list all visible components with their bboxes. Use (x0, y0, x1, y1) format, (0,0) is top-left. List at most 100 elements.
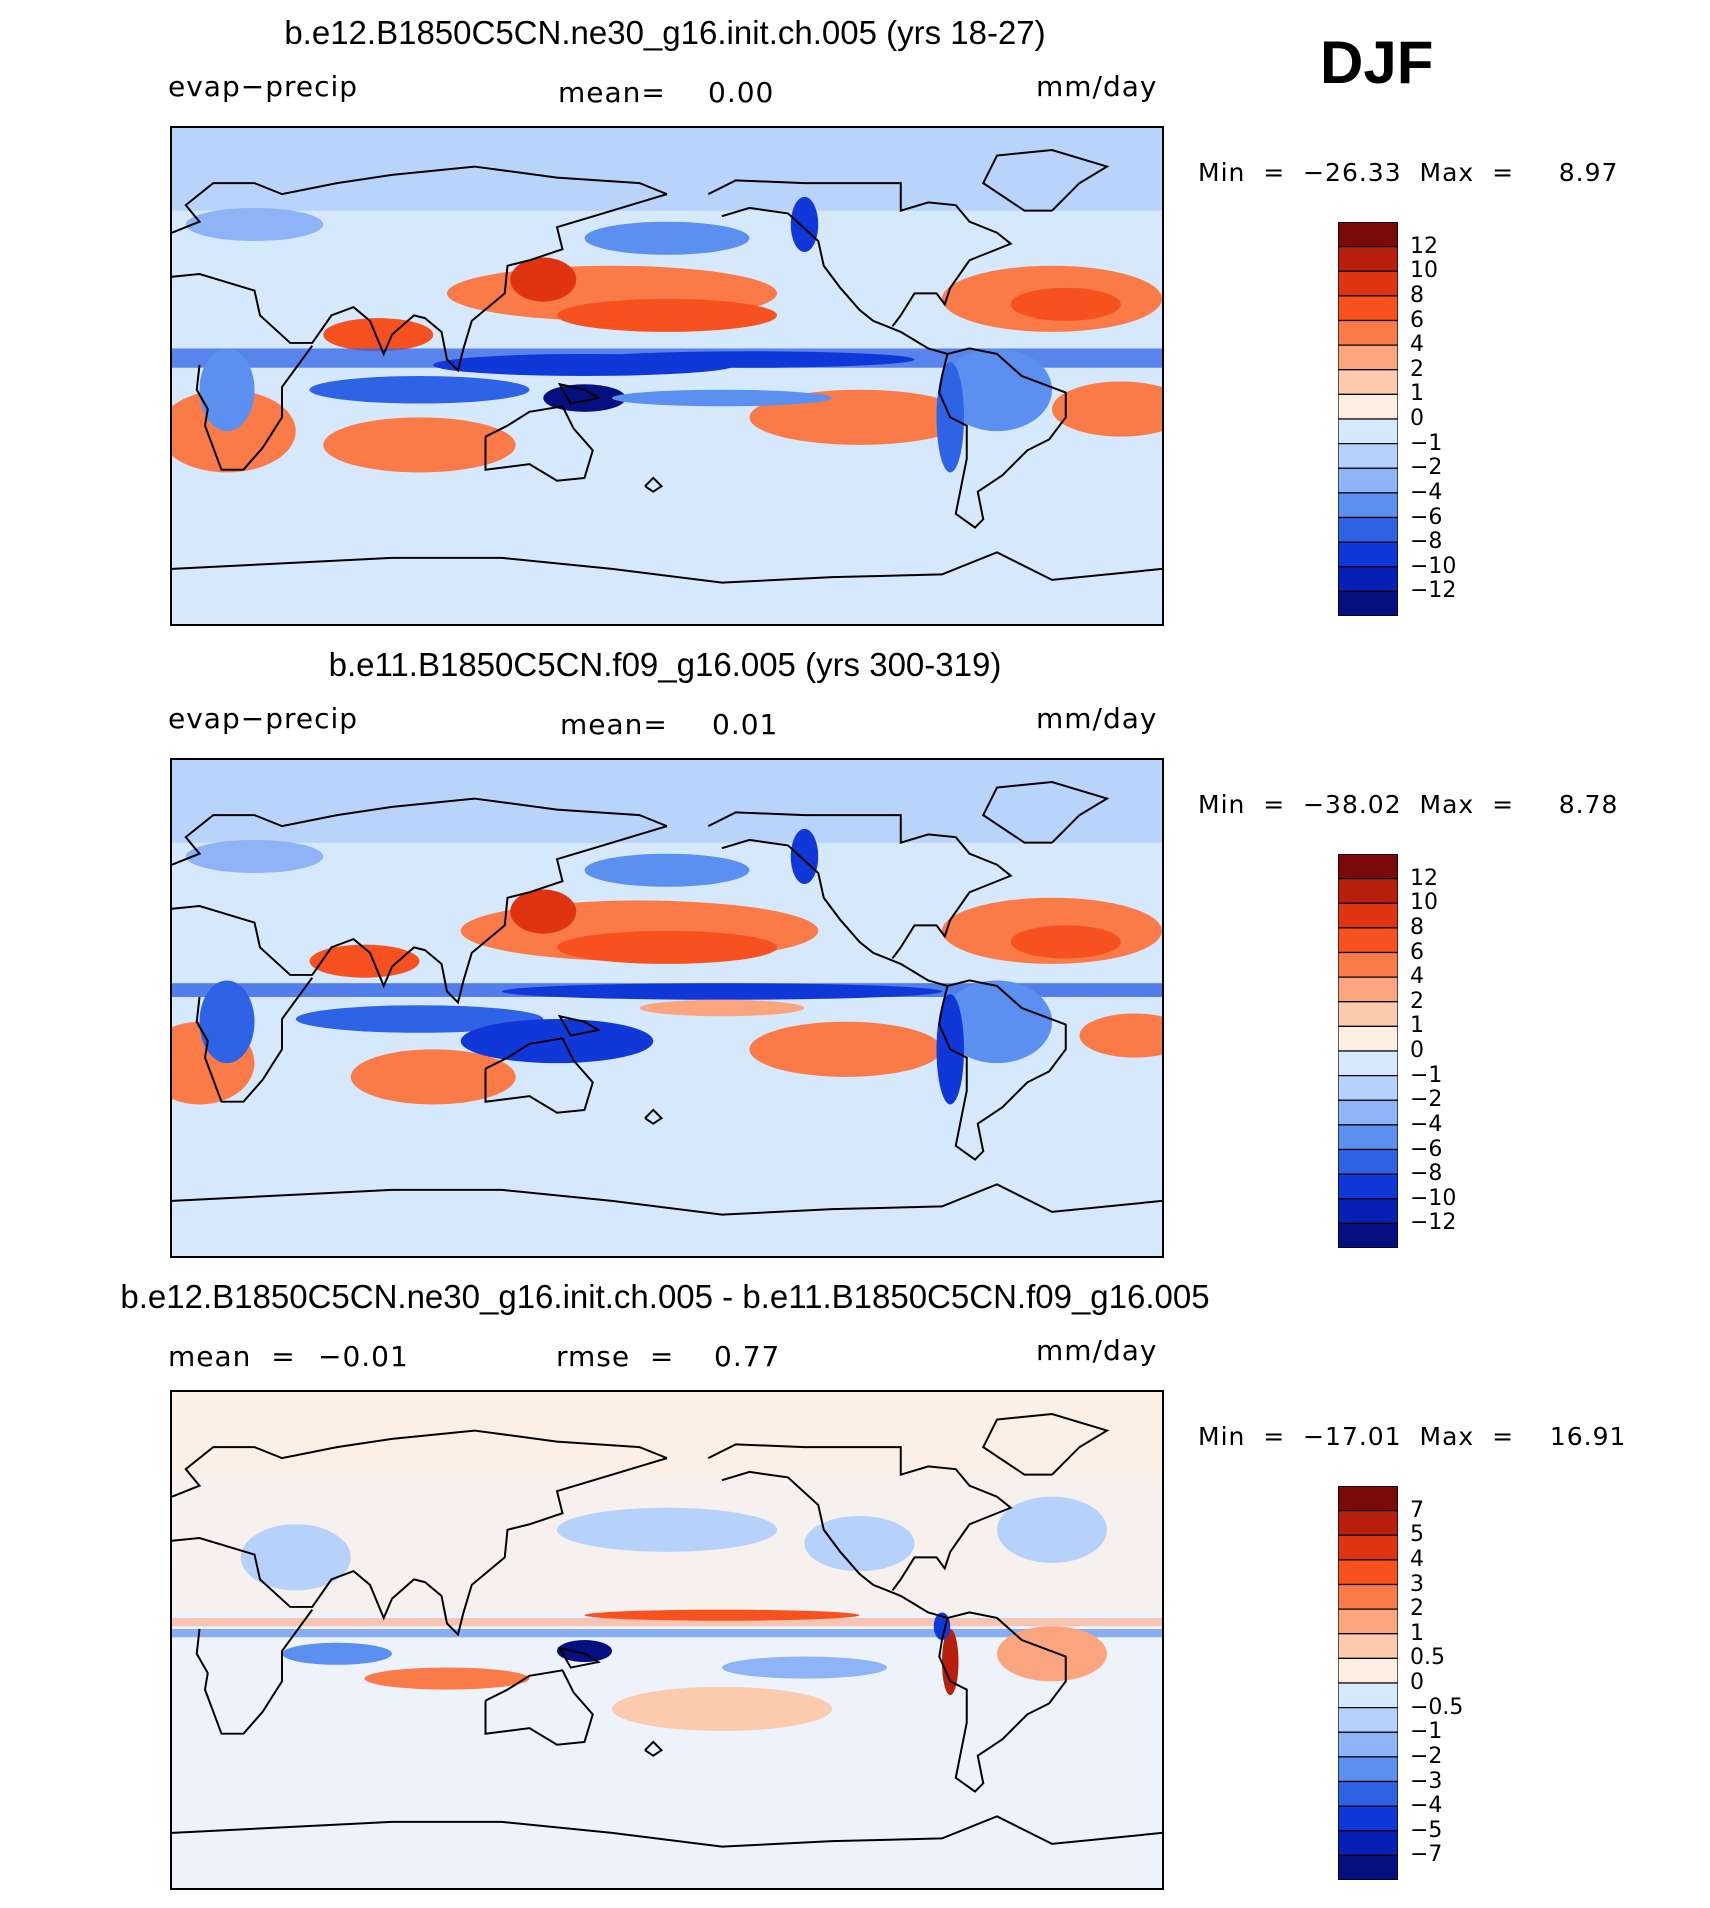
colorbar-swatch (1338, 1633, 1398, 1659)
colorbar-swatch (1338, 1608, 1398, 1635)
colorbar-swatch (1338, 222, 1398, 248)
colorbar-tick-label: −10 (1410, 1185, 1457, 1211)
field-patch (749, 389, 970, 445)
coastline (644, 476, 664, 493)
coastline (557, 1014, 601, 1037)
panel3-mean-value: −0.01 (318, 1340, 409, 1373)
coastline (484, 1669, 594, 1746)
colorbar-swatch (1338, 467, 1398, 494)
field-patch (309, 376, 530, 404)
colorbar-swatch (1338, 1050, 1398, 1077)
colorbar-swatch (1338, 1780, 1398, 1807)
colorbar-tick-label: −5 (1410, 1817, 1443, 1843)
colorbar-swatch (1338, 1805, 1398, 1832)
colorbar-swatch (1338, 418, 1398, 445)
colorbar-swatch (1338, 1657, 1398, 1684)
colorbar-tick-label: −4 (1410, 1111, 1443, 1137)
coastline (981, 781, 1110, 844)
panel1-units: mm/day (1036, 70, 1158, 103)
colorbar-tick-label: 4 (1410, 1546, 1424, 1572)
colorbar-tick-label: 10 (1410, 890, 1438, 916)
colorbar-tick-label: 4 (1410, 964, 1424, 990)
coastline (172, 551, 1162, 584)
colorbar-swatch (1338, 1559, 1398, 1586)
coastline (172, 193, 668, 373)
coastline (721, 838, 948, 987)
colorbar-swatch (1338, 443, 1398, 469)
field-patch (790, 828, 819, 884)
panel3-rmse-value: 0.77 (714, 1340, 781, 1373)
field-patch (933, 1612, 951, 1640)
field-patch (584, 853, 750, 887)
field-patch (309, 944, 420, 978)
colorbar-tick-label: −6 (1410, 504, 1443, 530)
colorbar-swatch (1338, 295, 1398, 322)
field-band (172, 1617, 1162, 1627)
coastline (981, 149, 1110, 212)
coastline (195, 977, 314, 1103)
field-patch (295, 1005, 544, 1033)
colorbar-tick-label: 0 (1410, 1038, 1424, 1063)
colorbar-tick-label: 12 (1410, 865, 1438, 891)
field-patch (942, 980, 1052, 1064)
colorbar-tick-label: −4 (1410, 1793, 1443, 1819)
field-patch (997, 1496, 1107, 1563)
colorbar-swatch (1338, 1707, 1398, 1733)
field-patch (584, 221, 750, 255)
field-patch (199, 980, 255, 1064)
panel2-minmax: Min = −38.02 Max = 8.78 (1198, 790, 1619, 819)
field-patch (1052, 381, 1162, 437)
panel3-title: b.e12.B1850C5CN.ne30_g16.init.ch.005 - b… (120, 1278, 1210, 1315)
field-patch (323, 417, 516, 473)
field-patch (460, 1019, 654, 1064)
colorbar-swatch (1338, 246, 1398, 272)
colorbar-swatch (1338, 492, 1398, 519)
colorbar-tick-label: −0.5 (1410, 1694, 1464, 1720)
field-patch (557, 930, 777, 964)
colorbar-swatch (1338, 1198, 1398, 1224)
season-label: DJF (1320, 29, 1434, 96)
coastline (172, 165, 668, 234)
coastline (721, 206, 948, 355)
coastline (938, 979, 1067, 1161)
field-patch (323, 318, 434, 352)
colorbar-tick-label: 0 (1410, 406, 1424, 431)
colorbar-tick-label: −2 (1410, 1743, 1443, 1769)
coastline (938, 1611, 1067, 1793)
panel2-variable: evap−precip (168, 702, 359, 735)
field-patch (584, 351, 915, 368)
panel3-minmax: Min = −17.01 Max = 16.91 (1198, 1422, 1627, 1451)
colorbar-tick-label: 8 (1410, 282, 1424, 308)
field-patch (749, 1021, 943, 1077)
colorbar-tick-label: −8 (1410, 1161, 1443, 1187)
panel1-minmax: Min = −26.33 Max = 8.97 (1198, 158, 1619, 187)
colorbar-swatch (1338, 1001, 1398, 1027)
colorbar-swatch (1338, 976, 1398, 1003)
colorbar-tick-label: 7 (1410, 1497, 1424, 1523)
field-patch (612, 1686, 832, 1731)
coastline (644, 1108, 664, 1125)
colorbar-tick-label: −3 (1410, 1768, 1443, 1794)
colorbar-swatch (1338, 319, 1398, 346)
coastline (172, 1457, 668, 1637)
colorbar-swatch (1338, 1486, 1398, 1512)
coastline (721, 1470, 948, 1619)
field-patch (502, 983, 942, 1000)
panel2-units: mm/day (1036, 702, 1158, 735)
panel2-title: b.e11.B1850C5CN.f09_g16.005 (yrs 300-319… (328, 646, 1002, 683)
colorbar-tick-label: 8 (1410, 914, 1424, 940)
colorbar-tick-label: 1 (1410, 1620, 1424, 1646)
panel1-colorbar (1338, 222, 1398, 616)
colorbar-tick-label: 6 (1410, 307, 1424, 333)
colorbar-tick-label: 1 (1410, 381, 1424, 407)
coastline (707, 811, 1013, 959)
panel2-map (170, 758, 1164, 1258)
colorbar-tick-label: −8 (1410, 529, 1443, 555)
colorbar-swatch (1338, 344, 1398, 371)
field-patch (612, 389, 832, 407)
coastline (172, 1183, 1162, 1216)
field-patch (942, 1628, 959, 1696)
colorbar-swatch (1338, 1756, 1398, 1783)
field-patch (282, 1642, 392, 1665)
colorbar-tick-label: −6 (1410, 1136, 1443, 1162)
